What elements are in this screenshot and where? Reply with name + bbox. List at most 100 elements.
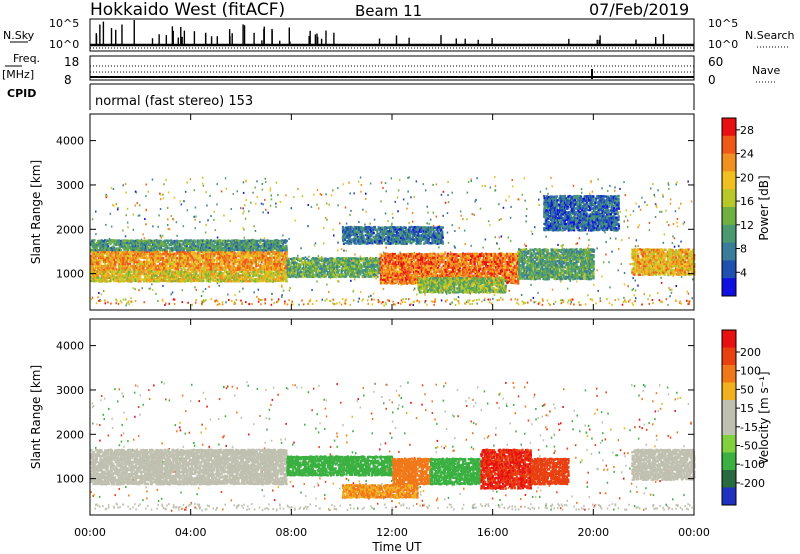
- range-cell: [607, 190, 609, 192]
- range-cell: [110, 261, 113, 264]
- range-cell: [416, 293, 418, 296]
- range-cell: [255, 263, 258, 266]
- range-cell: [215, 266, 218, 270]
- range-cell: [275, 272, 278, 275]
- range-cell: [196, 247, 199, 250]
- range-cell: [204, 254, 207, 258]
- range-cell: [268, 270, 271, 273]
- range-cell: [124, 183, 127, 186]
- range-cell: [342, 269, 346, 272]
- range-cell: [158, 239, 161, 243]
- range-cell: [117, 252, 120, 255]
- range-cell: [195, 215, 197, 218]
- range-cell: [201, 257, 204, 260]
- range-cell: [668, 187, 670, 190]
- range-cell: [209, 268, 212, 271]
- range-cell: [286, 261, 289, 264]
- range-cell: [249, 247, 253, 250]
- range-cell: [325, 273, 328, 276]
- range-cell: [208, 252, 211, 255]
- range-cell: [217, 276, 221, 279]
- range-cell: [244, 274, 247, 277]
- range-cell: [123, 274, 126, 277]
- range-cell: [225, 301, 227, 304]
- range-cell: [127, 251, 130, 254]
- range-cell: [384, 262, 387, 265]
- range-cell: [178, 246, 181, 249]
- range-cell: [99, 299, 101, 301]
- range-cell: [256, 180, 258, 183]
- range-cell: [110, 267, 113, 270]
- range-cell: [223, 214, 225, 217]
- range-cell: [323, 227, 325, 229]
- range-cell: [100, 293, 103, 296]
- range-cell: [207, 243, 210, 246]
- range-cell: [212, 246, 215, 250]
- range-cell: [197, 269, 200, 272]
- range-cell: [91, 262, 94, 265]
- range-cell: [182, 279, 185, 282]
- range-cell: [321, 267, 324, 270]
- nsky-strip-frame: [89, 18, 695, 52]
- range-cell: [157, 246, 160, 250]
- range-cell: [133, 242, 136, 246]
- range-cell: [659, 210, 661, 213]
- range-cell: [108, 268, 111, 271]
- range-cell: [270, 254, 273, 257]
- range-cell: [111, 204, 114, 207]
- range-cell: [203, 247, 206, 250]
- range-cell: [250, 260, 253, 264]
- range-cell: [124, 254, 127, 257]
- range-cell: [331, 259, 334, 263]
- range-cell: [123, 257, 126, 260]
- range-cell: [269, 278, 272, 281]
- range-cell: [215, 268, 219, 271]
- range-cell: [122, 276, 125, 279]
- range-cell: [282, 289, 285, 292]
- range-cell: [124, 274, 127, 277]
- range-cell: [395, 276, 399, 280]
- range-cell: [405, 298, 407, 301]
- range-cell: [200, 280, 203, 283]
- range-cell: [676, 218, 679, 220]
- range-cell: [127, 252, 130, 255]
- range-cell: [657, 189, 659, 192]
- range-cell: [180, 264, 183, 268]
- range-cell: [113, 248, 116, 252]
- range-cell: [231, 239, 234, 243]
- range-cell: [629, 213, 632, 216]
- range-cell: [163, 274, 166, 277]
- range-cell: [125, 261, 128, 264]
- range-cell: [219, 276, 222, 279]
- range-cell: [368, 263, 371, 266]
- range-cell: [297, 271, 300, 274]
- range-cell: [188, 273, 191, 277]
- range-cell: [609, 286, 611, 289]
- range-cell: [417, 264, 420, 267]
- range-cell: [92, 249, 95, 252]
- range-cell: [653, 193, 655, 196]
- range-cell: [262, 256, 265, 259]
- range-cell: [136, 256, 140, 259]
- range-cell: [200, 258, 203, 262]
- range-cell: [274, 239, 278, 242]
- range-cell: [92, 266, 95, 270]
- range-cell: [208, 255, 211, 258]
- range-cell: [95, 266, 98, 270]
- range-cell: [168, 252, 171, 255]
- range-cell: [394, 256, 397, 260]
- range-cell: [197, 254, 200, 257]
- range-cell: [652, 183, 654, 185]
- range-cell: [669, 202, 672, 205]
- range-cell: [269, 272, 272, 275]
- range-cell: [379, 276, 382, 279]
- range-cell: [256, 196, 258, 198]
- range-cell: [251, 246, 254, 250]
- range-cell: [195, 270, 198, 274]
- range-cell: [278, 241, 281, 244]
- range-cell: [270, 243, 273, 246]
- range-cell: [319, 265, 323, 268]
- range-cell: [203, 270, 206, 273]
- range-cell: [297, 275, 301, 278]
- range-cell: [281, 243, 284, 246]
